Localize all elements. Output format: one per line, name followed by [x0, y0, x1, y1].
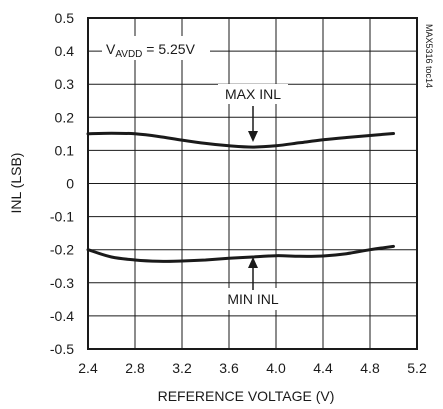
y-axis-label: INL (LSB)	[8, 153, 24, 214]
x-tick-label: 2.4	[78, 360, 98, 376]
x-tick-label: 4.0	[266, 360, 286, 376]
max-inl-line	[86, 131, 395, 149]
x-tick-label: 3.2	[172, 360, 192, 376]
x-tick-label: 3.6	[219, 360, 239, 376]
x-tick-label: 4.8	[360, 360, 380, 376]
x-axis-label: REFERENCE VOLTAGE (V)	[158, 388, 335, 404]
y-tick-label: 0	[66, 176, 74, 192]
x-tick-label: 5.2	[407, 360, 427, 376]
y-tick-label: 0.4	[55, 43, 75, 59]
y-tick-label: 0.3	[55, 76, 75, 92]
max-inl-label: MAX INL	[225, 86, 281, 102]
condition-label-background	[102, 36, 210, 60]
condition-suffix: = 5.25V	[142, 41, 195, 57]
y-tick-label: 0.1	[55, 142, 75, 158]
y-tick-label: 0.2	[55, 109, 75, 125]
min-inl-line	[86, 244, 395, 263]
y-tick-label: -0.5	[50, 341, 74, 357]
series-group	[86, 131, 395, 263]
y-tick-label: -0.4	[50, 308, 74, 324]
condition-label: VAVDD = 5.25V	[106, 41, 196, 60]
x-tick-label: 2.8	[125, 360, 145, 376]
x-tick-labels: 2.4 2.8 3.2 3.6 4.0 4.4 4.8 5.2	[78, 360, 427, 376]
figure-code: MAX5316 toc14	[424, 24, 434, 88]
min-inl-label: MIN INL	[227, 291, 279, 307]
y-tick-label: -0.3	[50, 275, 74, 291]
plot-frame	[87, 17, 418, 350]
y-tick-label: 0.5	[55, 10, 75, 26]
y-tick-label: -0.2	[50, 242, 74, 258]
condition-prefix: V	[106, 41, 116, 57]
min-inl-label-background	[218, 288, 288, 310]
y-tick-label: -0.1	[50, 209, 74, 225]
y-tick-labels: 0.5 0.4 0.3 0.2 0.1 0 -0.1 -0.2 -0.3 -0.4 -0.5	[50, 10, 74, 357]
min-inl-arrow-head	[248, 257, 258, 268]
max-inl-label-background	[218, 84, 288, 104]
x-tick-label: 4.4	[313, 360, 333, 376]
condition-subscript: AVDD	[115, 49, 142, 60]
max-inl-arrow-head	[248, 131, 258, 142]
